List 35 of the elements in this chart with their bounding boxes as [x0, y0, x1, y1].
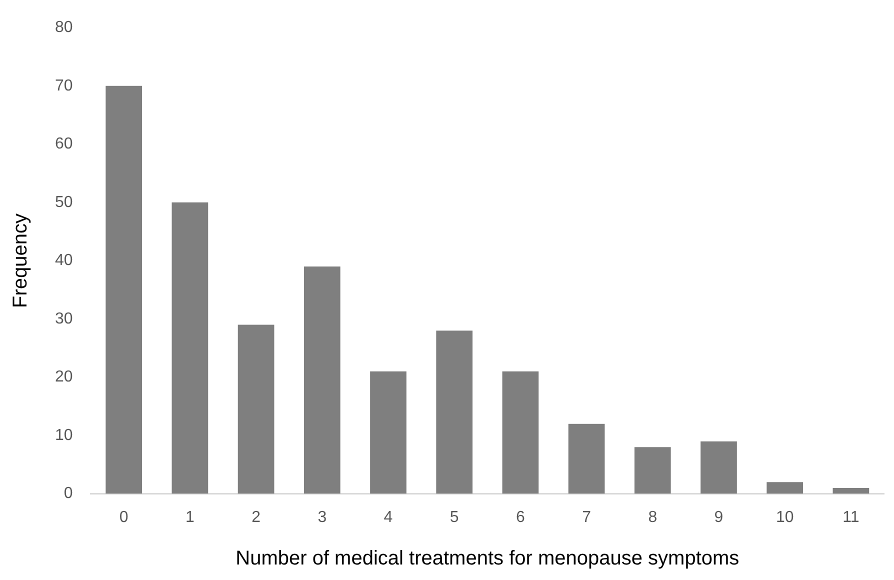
- y-tick-label: 80: [55, 19, 73, 36]
- x-tick-label: 5: [450, 508, 459, 526]
- x-tick-label: 3: [318, 508, 327, 526]
- bar: [106, 86, 142, 494]
- y-tick-label: 60: [55, 136, 73, 153]
- bar: [238, 324, 274, 494]
- bar: [172, 202, 208, 494]
- bar: [832, 488, 870, 494]
- y-tick-label: 30: [55, 310, 73, 328]
- x-tick-label: 7: [582, 508, 592, 526]
- bar: [700, 441, 737, 494]
- bar: [436, 330, 473, 494]
- bar: [304, 266, 340, 494]
- x-tick-label: 11: [842, 508, 860, 526]
- y-tick-label: 10: [55, 426, 73, 444]
- y-tick-label: 40: [55, 252, 73, 270]
- y-tick-label: 50: [55, 194, 73, 211]
- bar: [502, 371, 539, 494]
- x-tick-label: 10: [776, 508, 794, 526]
- y-tick-label: 0: [64, 485, 73, 502]
- x-tick-label: 9: [714, 508, 724, 526]
- bar: [370, 371, 406, 494]
- y-tick-label: 70: [55, 77, 73, 94]
- x-tick-label: 8: [648, 508, 658, 526]
- x-tick-label: 4: [384, 508, 393, 526]
- bar: [634, 447, 671, 494]
- x-tick-label: 2: [252, 508, 261, 526]
- bar: [568, 424, 605, 494]
- y-axis-title: Frequency: [10, 213, 32, 308]
- x-tick-label: 1: [185, 508, 194, 526]
- bar: [766, 482, 804, 494]
- x-tick-label: 0: [119, 508, 128, 526]
- x-axis-title: Number of medical treatments for menopause symptoms: [236, 548, 740, 570]
- x-tick-label: 6: [516, 508, 525, 526]
- y-tick-label: 20: [55, 368, 73, 386]
